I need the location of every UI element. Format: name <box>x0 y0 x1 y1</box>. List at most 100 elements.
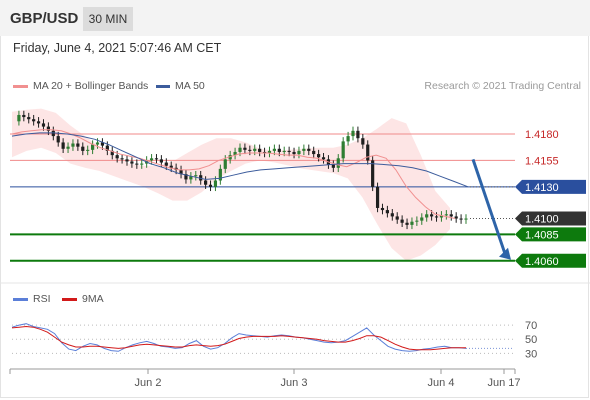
candle-up <box>415 220 419 222</box>
candle-up <box>336 158 340 168</box>
candle-down <box>110 150 114 156</box>
candle-up <box>439 215 444 218</box>
candle-up <box>282 150 286 152</box>
rsi-legend-label: RSI <box>33 293 51 305</box>
candle-down <box>361 138 365 145</box>
candle-down <box>46 126 50 131</box>
rsi-ma-line <box>11 325 466 351</box>
candle-down <box>27 117 31 120</box>
candlesticks <box>17 110 468 230</box>
bollinger-bands <box>12 108 450 261</box>
level-tag-1.4085 <box>515 227 586 242</box>
moving-averages <box>11 129 511 260</box>
candle-down <box>179 169 183 175</box>
research-credit: Research © 2021 Trading Central <box>424 80 581 92</box>
ma9-legend-label: 9MA <box>82 293 104 305</box>
ma20-legend-label: MA 20 + Bollinger Bands <box>33 80 149 92</box>
candle-down <box>159 159 163 163</box>
candle-up <box>228 155 232 160</box>
candle-down <box>135 163 139 165</box>
candle-up <box>346 136 350 142</box>
candle-down <box>454 216 458 219</box>
x-tick-label: Jun 2 <box>135 377 162 389</box>
candle-up <box>86 149 90 151</box>
candle-up <box>189 176 193 180</box>
forecast-arrow-head <box>499 247 511 260</box>
rsi-legend-swatch <box>13 298 28 301</box>
candle-down <box>243 147 247 150</box>
candle-up <box>17 114 21 122</box>
candle-down <box>61 142 65 149</box>
level-label-1.4180: 1.4180 <box>525 129 559 141</box>
candle-down <box>395 216 399 220</box>
candle-down <box>36 121 41 124</box>
candle-down <box>154 158 159 160</box>
candle-down <box>169 165 173 168</box>
candle-down <box>434 216 439 218</box>
candle-down <box>125 159 129 162</box>
candle-up <box>218 168 222 181</box>
x-tick-label: Jun 4 <box>428 377 455 389</box>
candle-down <box>317 154 321 158</box>
candle-down <box>56 136 60 143</box>
candle-up <box>91 144 95 150</box>
candle-up <box>302 148 306 151</box>
level-tag-1.4060 <box>515 253 586 268</box>
timeframe-button[interactable]: 30 MIN <box>83 7 133 31</box>
candle-down <box>287 150 291 152</box>
candle-down <box>449 214 453 217</box>
level-tag-1.4130 <box>515 179 586 194</box>
candle-down <box>385 210 389 214</box>
candle-up <box>66 146 70 149</box>
candle-up <box>464 218 468 220</box>
bollinger-band-area <box>12 108 450 261</box>
candle-up <box>444 214 448 216</box>
timestamp: Friday, June 4, 2021 5:07:46 AM CET <box>13 41 222 55</box>
candle-down <box>307 148 311 151</box>
candle-down <box>312 150 316 155</box>
ma50-line <box>11 132 469 188</box>
candle-down <box>405 222 409 225</box>
level-label-1.4130: 1.4130 <box>525 182 559 194</box>
rsi-tick-70: 70 <box>525 320 537 332</box>
candle-down <box>81 146 85 151</box>
candle-down <box>204 180 208 185</box>
candle-down <box>32 119 36 122</box>
time-axis: Jun 2 Jun 3 Jun 4 Jun 17 <box>9 368 521 389</box>
candle-down <box>262 151 267 154</box>
candle-down <box>164 162 168 166</box>
candle-down <box>115 155 119 159</box>
ma50-legend-label: MA 50 <box>175 80 205 92</box>
candle-down <box>375 186 380 208</box>
candle-down <box>292 151 296 155</box>
level-label-1.4155: 1.4155 <box>525 155 559 167</box>
x-tick-label: Jun 17 <box>487 377 520 389</box>
candle-up <box>149 158 154 161</box>
rsi-tick-30: 30 <box>525 348 537 360</box>
candle-up <box>425 214 429 218</box>
ma20-legend-swatch <box>13 85 28 88</box>
level-labels: 1.4180 1.4155 1.4130 1.4100 1.4085 1.4060 <box>515 129 586 268</box>
candle-down <box>184 174 188 180</box>
ma50-legend-swatch <box>156 85 170 88</box>
level-label-1.4100: 1.4100 <box>525 214 559 226</box>
forecast-arrow-shaft <box>471 158 507 255</box>
candle-down <box>76 143 80 147</box>
candle-down <box>390 213 394 217</box>
candle-down <box>356 130 360 139</box>
level-tag-1.4100 <box>515 211 586 226</box>
candle-down <box>51 130 55 137</box>
candle-down <box>120 158 124 160</box>
rsi-line <box>11 323 467 352</box>
candle-up <box>267 150 272 154</box>
ma20-line <box>11 129 456 219</box>
candle-up <box>223 159 227 169</box>
candle-up <box>272 148 276 151</box>
candle-up <box>71 143 75 147</box>
candle-down <box>331 164 335 168</box>
candle-up <box>410 221 414 225</box>
candle-down <box>400 219 404 223</box>
candle-down <box>277 148 281 152</box>
candle-up <box>297 150 301 155</box>
candle-up <box>194 175 198 177</box>
